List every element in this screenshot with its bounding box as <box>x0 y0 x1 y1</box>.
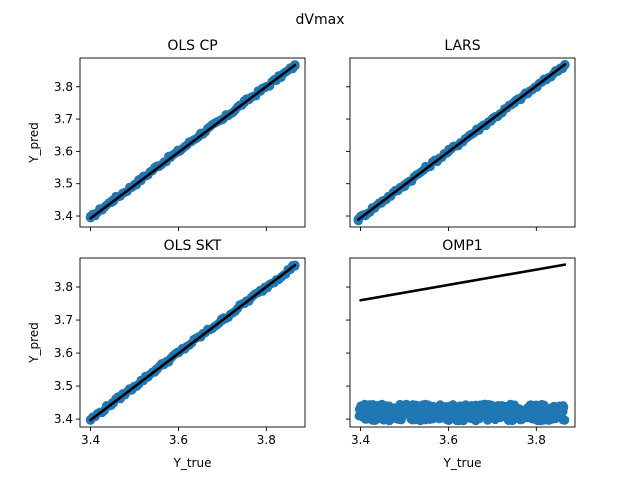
axes-frame <box>349 57 576 228</box>
fit-line <box>357 63 567 221</box>
axes-frame <box>79 57 306 228</box>
x-tick-label: 3.6 <box>169 433 188 447</box>
y-tick-label: 3.5 <box>54 177 73 191</box>
axes-frame <box>79 257 306 428</box>
y-tick-label: 3.4 <box>54 209 73 223</box>
plot-area <box>85 60 300 223</box>
y-tick-label: 3.7 <box>54 112 73 126</box>
subplot-title: OMP1 <box>442 238 482 254</box>
y-axis-label: Y_pred <box>27 122 41 164</box>
fit-line <box>89 63 297 220</box>
scatter-series <box>354 399 570 426</box>
figure-suptitle: dVmax <box>296 12 345 28</box>
plot-area <box>85 260 300 425</box>
subplot-4: OMP1 3.4 3.6 3.8 Y_true <box>346 238 576 470</box>
y-tick-label: 3.5 <box>54 379 73 393</box>
x-tick-label: 3.6 <box>439 433 458 447</box>
x-axis-label: Y_true <box>443 456 482 470</box>
scatter-band-fill <box>358 406 565 419</box>
y-tick-label: 3.7 <box>54 313 73 327</box>
x-tick-label: 3.4 <box>81 433 100 447</box>
subplot-2: LARS <box>346 38 576 231</box>
subplot-title: OLS SKT <box>164 238 222 254</box>
y-tick-label: 3.6 <box>54 346 73 360</box>
axes-frame <box>349 257 576 428</box>
plot-area <box>353 59 570 226</box>
subplot-title: OLS CP <box>167 38 217 54</box>
plot-area <box>354 263 570 426</box>
y-tick-label: 3.8 <box>54 80 73 94</box>
y-axis-label: Y_pred <box>27 322 41 364</box>
x-axis-label: Y_true <box>173 456 212 470</box>
y-tick-label: 3.8 <box>54 280 73 294</box>
subplot-1: OLS CP 3.4 3.5 3.6 3.7 3.8 Y_pred <box>27 38 306 231</box>
fit-line <box>359 263 567 302</box>
y-tick-label: 3.4 <box>54 412 73 426</box>
fit-line <box>89 263 297 422</box>
subplot-title: LARS <box>444 38 480 54</box>
subplot-3: OLS SKT 3.4 3.6 3.8 3.4 3.5 3.6 3.7 3.8 Y_true Y_p… <box>27 238 306 470</box>
x-tick-label: 3.8 <box>527 433 546 447</box>
x-tick-label: 3.4 <box>351 433 370 447</box>
subplot-grid: OLS CP 3.4 3.5 3.6 3.7 3.8 Y_pred LARS OLS SKT 3.… <box>27 38 576 470</box>
x-tick-label: 3.8 <box>257 433 276 447</box>
y-tick-label: 3.6 <box>54 144 73 158</box>
